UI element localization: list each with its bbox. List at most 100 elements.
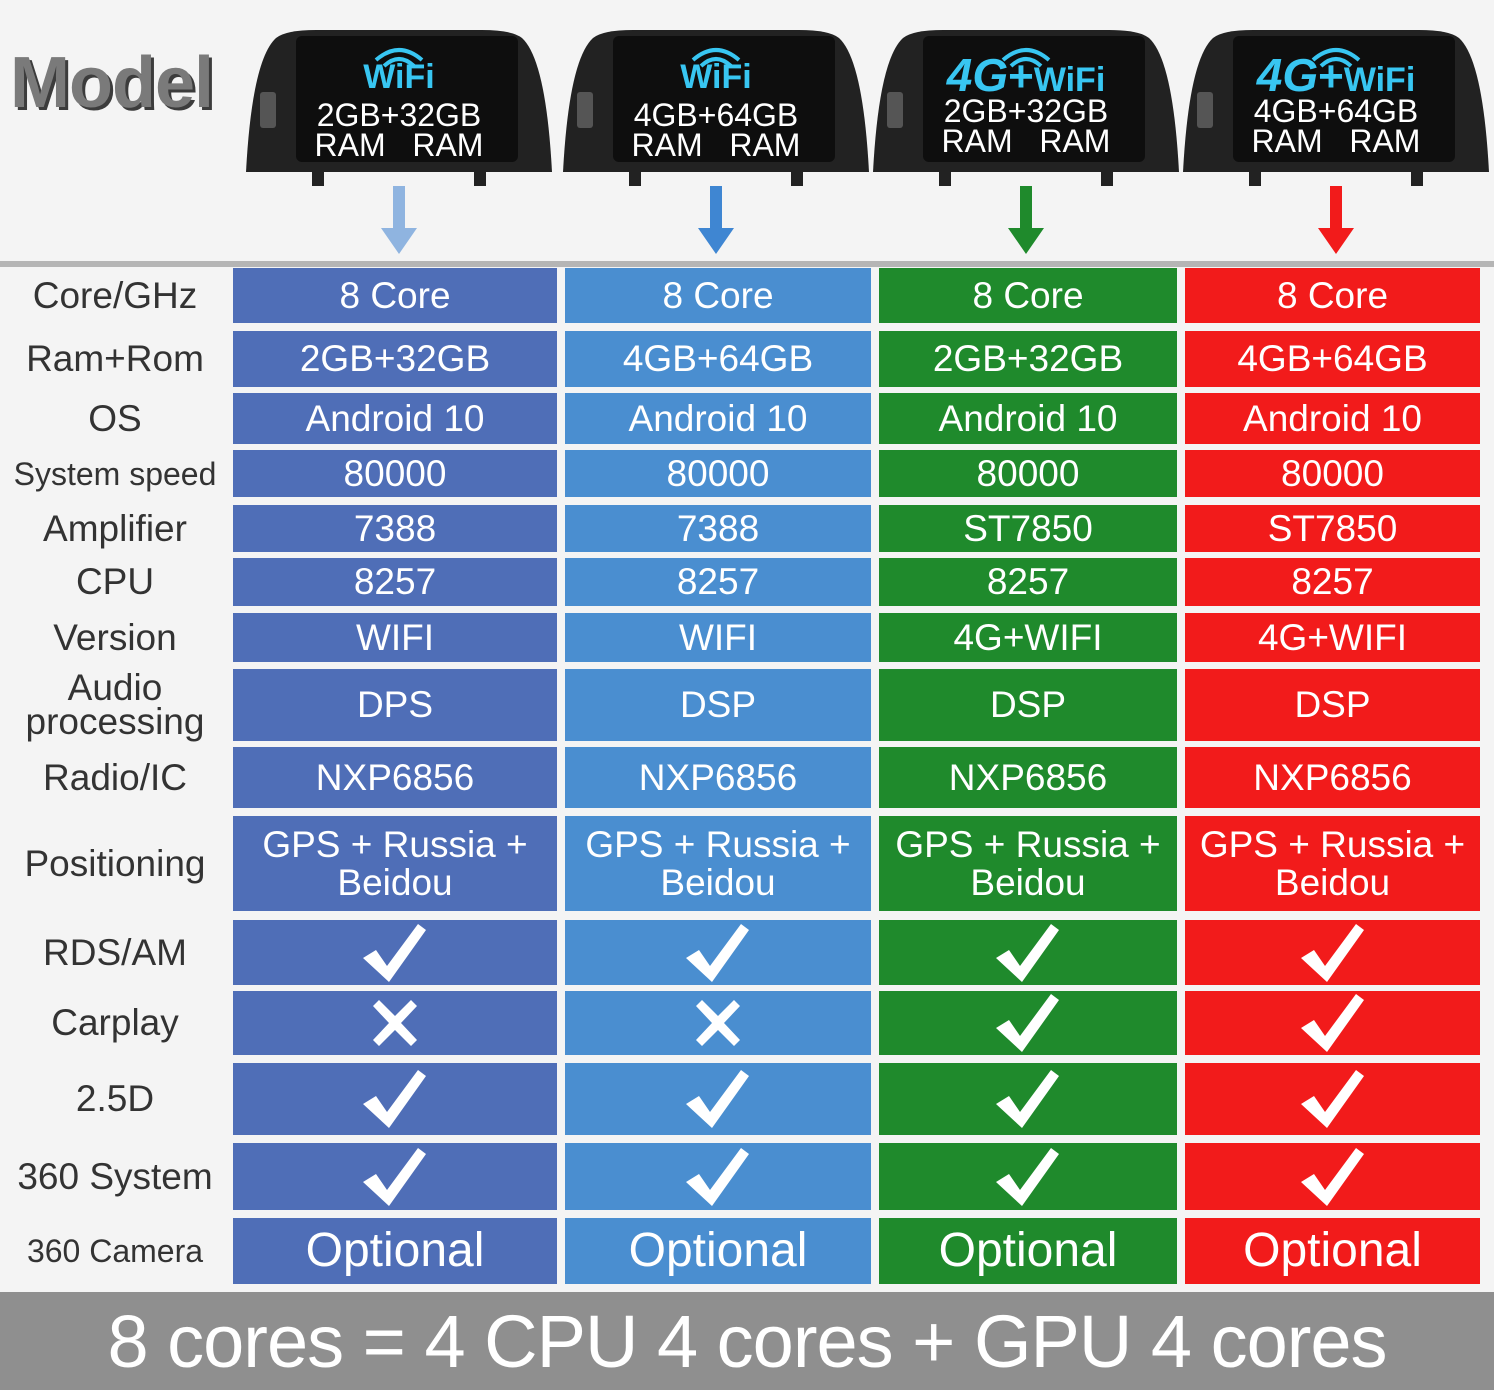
- spec-cell: [879, 991, 1177, 1055]
- spec-cell: GPS + Russia + Beidou: [1185, 816, 1480, 911]
- connectivity-badge: 4G+WiFi: [873, 48, 1179, 102]
- check-icon: [993, 920, 1063, 986]
- connectivity-badge: WiFi: [246, 58, 552, 97]
- spec-cell: 80000: [233, 450, 557, 497]
- spec-cell: Optional: [565, 1218, 871, 1284]
- row-label: Core/GHz: [32, 274, 198, 316]
- spec-cell: NXP6856: [565, 747, 871, 808]
- check-icon: [993, 990, 1063, 1056]
- spec-cell: 4G+WIFI: [879, 613, 1177, 662]
- device-spec-line1: 2GB+32GB: [943, 93, 1109, 129]
- spec-cell: WIFI: [565, 613, 871, 662]
- spec-cell: ST7850: [879, 505, 1177, 552]
- check-icon: [1298, 1066, 1368, 1132]
- check-icon: [993, 1144, 1063, 1210]
- spec-cell: Optional: [1185, 1218, 1480, 1284]
- spec-cell: Android 10: [1185, 393, 1480, 444]
- spec-cell: 80000: [879, 450, 1177, 497]
- footer-banner: 8 cores = 4 CPU 4 cores + GPU 4 cores: [0, 1292, 1494, 1390]
- check-icon: [683, 920, 753, 986]
- down-arrow-icon: [1316, 186, 1356, 261]
- spec-cell: DSP: [879, 669, 1177, 741]
- spec-cell: GPS + Russia + Beidou: [879, 816, 1177, 911]
- spec-cell: DSP: [565, 669, 871, 741]
- spec-cell: NXP6856: [879, 747, 1177, 808]
- spec-cell: Android 10: [565, 393, 871, 444]
- spec-cell: ST7850: [1185, 505, 1480, 552]
- spec-cell: [233, 1143, 557, 1210]
- spec-cell: 2GB+32GB: [233, 331, 557, 387]
- device-spec-line2: RAM RAM: [314, 127, 484, 163]
- spec-cell: 8 Core: [1185, 268, 1480, 323]
- header-divider: [0, 261, 1494, 267]
- badge-wifi: WiFi: [1343, 61, 1416, 99]
- spec-cell: GPS + Russia + Beidou: [565, 816, 871, 911]
- connectivity-badge: WiFi: [563, 58, 869, 97]
- badge-4g: 4G: [1256, 49, 1319, 101]
- row-label: Amplifier: [43, 507, 187, 549]
- badge-wifi: WiFi: [1033, 61, 1106, 99]
- check-icon: [360, 1144, 430, 1210]
- check-icon: [360, 1066, 430, 1132]
- spec-cell: 80000: [565, 450, 871, 497]
- spec-cell: [1185, 1143, 1480, 1210]
- spec-cell: DSP: [1185, 669, 1480, 741]
- spec-cell: [879, 1063, 1177, 1135]
- cross-icon: [369, 998, 421, 1048]
- connectivity-badge: 4G+WiFi: [1183, 48, 1489, 102]
- badge-wifi: WiFi: [363, 58, 435, 96]
- spec-cell: 80000: [1185, 450, 1480, 497]
- down-arrow-icon: [696, 186, 736, 261]
- row-label: Positioning: [24, 842, 206, 884]
- row-label: 360 System: [17, 1155, 213, 1197]
- spec-cell: 8 Core: [233, 268, 557, 323]
- row-label: Ram+Rom: [26, 338, 204, 379]
- device-image: 4G+WiFi 4GB+64GB RAM RAM: [1183, 30, 1489, 186]
- check-icon: [993, 1066, 1063, 1132]
- device-spec-line1: 2GB+32GB: [316, 97, 482, 133]
- spec-cell: 7388: [233, 505, 557, 552]
- device-image: WiFi 2GB+32GB RAM RAM: [246, 30, 552, 186]
- row-label: System speed: [13, 455, 217, 492]
- row-label: 360 Camera: [26, 1233, 204, 1269]
- row-label: 2.5D: [75, 1078, 155, 1119]
- spec-cell: GPS + Russia + Beidou: [233, 816, 557, 911]
- spec-cell: Optional: [879, 1218, 1177, 1284]
- spec-cell: [233, 920, 557, 985]
- spec-cell: 8257: [879, 558, 1177, 606]
- spec-cell: NXP6856: [233, 747, 557, 808]
- spec-cell: 4GB+64GB: [1185, 331, 1480, 387]
- device-spec-line2: RAM RAM: [631, 127, 801, 163]
- spec-cell: 8257: [1185, 558, 1480, 606]
- spec-cell: 4GB+64GB: [565, 331, 871, 387]
- badge-plus: +: [1008, 52, 1034, 101]
- spec-cell: Android 10: [879, 393, 1177, 444]
- row-label: Carplay: [51, 1002, 179, 1043]
- spec-cell: [1185, 1063, 1480, 1135]
- badge-wifi: WiFi: [680, 58, 752, 96]
- cross-icon: [692, 998, 744, 1048]
- badge-4g: 4G: [946, 49, 1009, 101]
- spec-cell: [233, 1063, 557, 1135]
- badge-plus: +: [1318, 52, 1344, 101]
- device-spec-line1: 4GB+64GB: [633, 97, 799, 133]
- row-label: Audio processing: [25, 667, 205, 742]
- row-label: OS: [88, 397, 142, 439]
- row-label: CPU: [75, 561, 155, 602]
- spec-cell: [879, 1143, 1177, 1210]
- device-image: WiFi 4GB+64GB RAM RAM: [563, 30, 869, 186]
- down-arrow-icon: [379, 186, 419, 261]
- spec-cell: 4G+WIFI: [1185, 613, 1480, 662]
- check-icon: [1298, 920, 1368, 986]
- spec-cell: [565, 991, 871, 1055]
- spec-cell: 2GB+32GB: [879, 331, 1177, 387]
- spec-cell: [1185, 991, 1480, 1055]
- device-image: 4G+WiFi 2GB+32GB RAM RAM: [873, 30, 1179, 186]
- spec-cell: [565, 920, 871, 985]
- spec-cell: 8257: [233, 558, 557, 606]
- check-icon: [1298, 1144, 1368, 1210]
- spec-cell: [1185, 920, 1480, 985]
- spec-cell: 8 Core: [879, 268, 1177, 323]
- spec-cell: 7388: [565, 505, 871, 552]
- spec-cell: Optional: [233, 1218, 557, 1284]
